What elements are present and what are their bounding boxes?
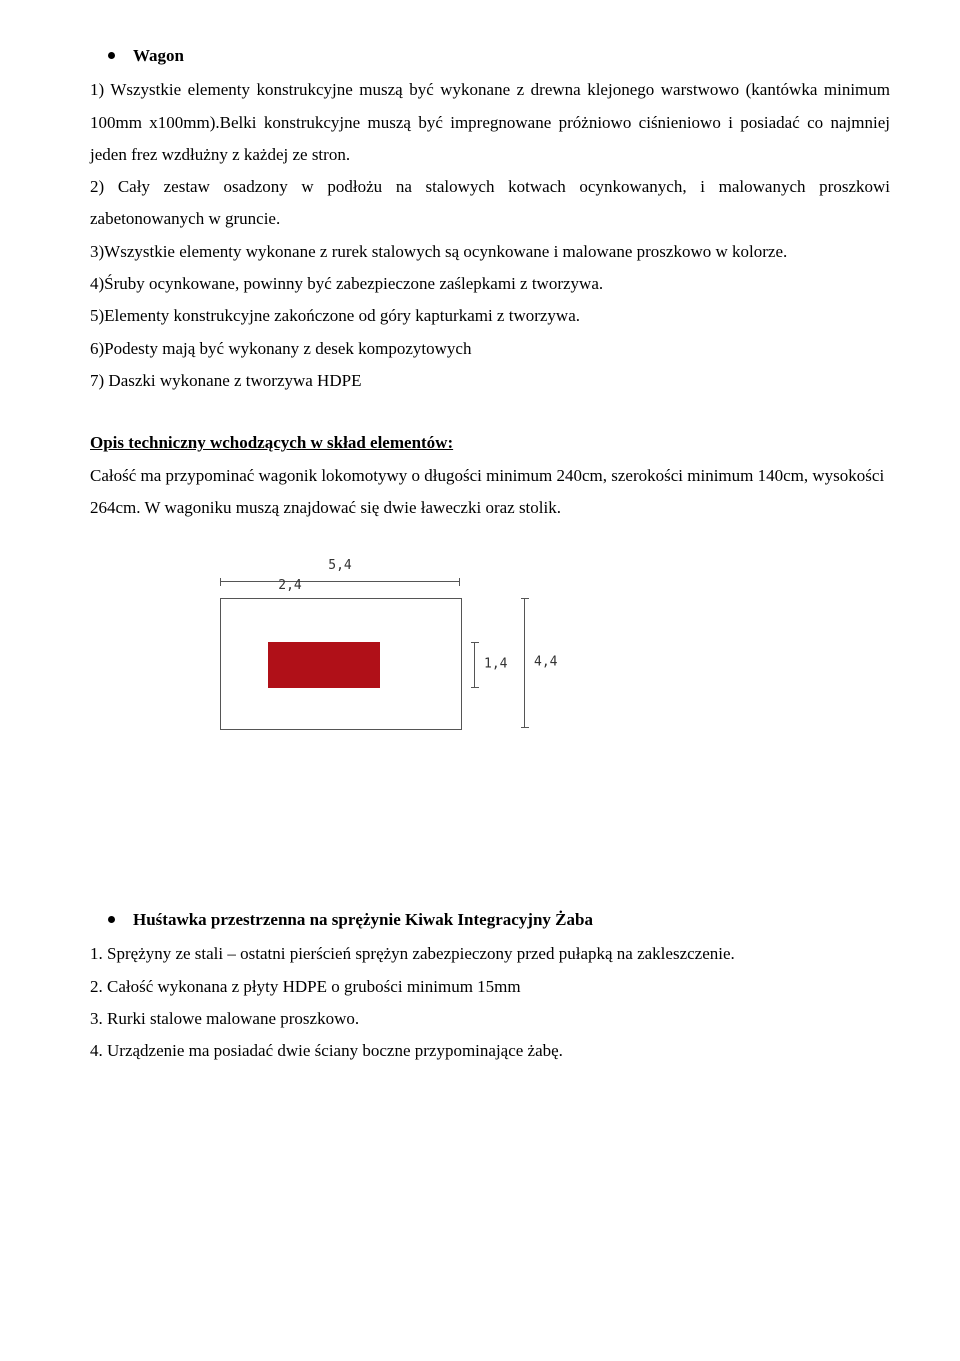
bullet-icon <box>108 916 115 923</box>
tech-heading: Opis techniczny wchodzących w skład elem… <box>90 427 890 459</box>
heading-text: Wagon <box>133 40 184 72</box>
body-text-5: 5)Elementy konstrukcyjne zakończone od g… <box>90 300 890 332</box>
heading-text: Huśtawka przestrzenna na sprężynie Kiwak… <box>133 904 593 936</box>
body-text-s2-2: 2. Całość wykonana z płyty HDPE o gruboś… <box>90 971 890 1003</box>
dim-label: 1,4 <box>484 653 507 678</box>
body-text-7: 7) Daszki wykonane z tworzywa HDPE <box>90 365 890 397</box>
bullet-heading-hustawka: Huśtawka przestrzenna na sprężynie Kiwak… <box>90 904 890 936</box>
dim-label: 2,4 <box>220 574 360 599</box>
inner-rect <box>268 642 380 688</box>
bullet-heading-wagon: Wagon <box>90 40 890 72</box>
body-text-1: 1) Wszystkie elementy konstrukcyjne musz… <box>90 74 890 171</box>
body-text-6: 6)Podesty mają być wykonany z desek komp… <box>90 333 890 365</box>
tech-body: Całość ma przypominać wagonik lokomotywy… <box>90 460 890 525</box>
body-text-4: 4)Śruby ocynkowane, powinny być zabezpie… <box>90 268 890 300</box>
plan-diagram: 5,4 2,4 1,4 4,4 <box>220 554 620 754</box>
dim-height-outer: 4,4 <box>524 598 564 728</box>
body-text-3: 3)Wszystkie elementy wykonane z rurek st… <box>90 236 890 268</box>
body-text-2: 2) Cały zestaw osadzony w podłożu na sta… <box>90 171 890 236</box>
body-text-s2-1: 1. Sprężyny ze stali – ostatni pierścień… <box>90 938 890 970</box>
dim-height-inner: 1,4 <box>474 642 514 688</box>
body-text-s2-3: 3. Rurki stalowe malowane proszkowo. <box>90 1003 890 1035</box>
bullet-icon <box>108 52 115 59</box>
dim-label: 4,4 <box>534 651 557 676</box>
body-text-s2-4: 4. Urządzenie ma posiadać dwie ściany bo… <box>90 1035 890 1067</box>
